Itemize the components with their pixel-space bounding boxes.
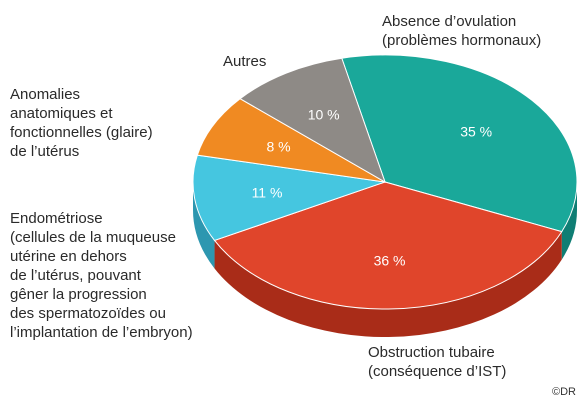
label-anomalies: Anomalies anatomiques et fonctionnelles … [10,85,153,161]
slice-value-label: 10 % [308,107,340,123]
label-line: Endométriose [10,210,103,227]
pie-slice [192,154,386,242]
slice-value-label: 35 % [460,123,492,139]
label-autres: Autres [223,52,266,71]
label-line: Obstruction tubaire [368,344,495,361]
slice-value-label: 11 % [252,184,283,200]
slice-side [193,182,215,269]
label-absence-ovulation: Absence d’ovulation (problèmes hormonaux… [382,12,541,50]
label-line: Anomalies [10,86,81,103]
label-line: Absence d’ovulation [382,13,517,30]
pie-slice [196,98,386,183]
label-endometriose: Endométriose (cellules de la muqueuse ut… [10,209,193,342]
label-line: de l’utérus, pouvant [10,267,141,284]
credit-text: ©DR [552,386,576,398]
label-line: fonctionnelles (glaire) [10,124,153,141]
label-obstruction: Obstruction tubaire (conséquence d’IST) [368,343,506,381]
slice-value-label: 36 % [374,253,406,269]
slice-value-label: 8 % [266,139,290,155]
pie-slices [192,54,578,310]
label-line: gêner la progression [10,286,147,303]
label-line: de l’utérus [10,143,80,160]
label-line: des spermatozoïdes ou [10,305,166,322]
label-line: (cellules de la muqueuse [10,229,176,246]
pie-slice [239,57,386,184]
pie-value-labels: 35 % 36 % 11 % 8 % 10 % [252,107,493,269]
label-line: (problèmes hormonaux) [382,32,542,49]
slice-side [561,182,577,260]
label-line: anatomiques et [10,105,113,122]
label-line: (conséquence d’IST) [368,363,507,380]
pie-3d-sides [193,182,577,337]
pie-slice [341,54,578,233]
label-line: utérine en dehors [10,248,127,265]
pie-slice [213,181,563,310]
label-line: l’implantation de l’embryon) [10,324,193,341]
label-line: Autres [223,53,267,70]
slice-side [214,231,562,337]
